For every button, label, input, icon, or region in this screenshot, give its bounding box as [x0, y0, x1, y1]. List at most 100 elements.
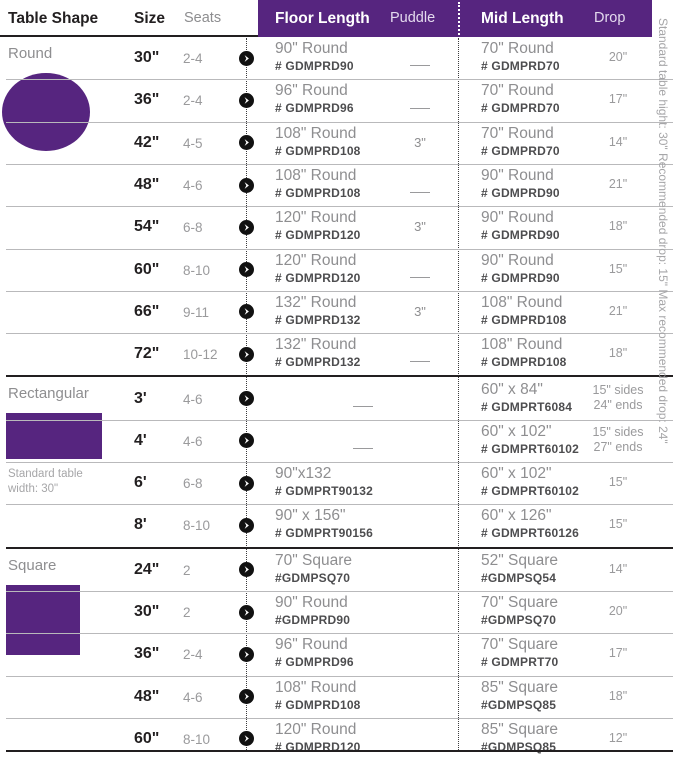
cell-seats: 8-10 — [183, 518, 211, 534]
cell-mid-length: 52" Square — [481, 551, 559, 569]
cell-seats: 8-10 — [183, 731, 211, 747]
dash-icon — [352, 448, 373, 450]
cell-drop: 15" — [608, 261, 628, 276]
column-header-size: Size — [134, 10, 166, 27]
play-circle-icon[interactable] — [239, 604, 254, 620]
cell-floor-sku: # GDMPRD96 — [275, 655, 354, 670]
cell-mid-length: 108" Round — [481, 336, 563, 354]
row-divider — [6, 163, 673, 165]
play-circle-icon[interactable] — [239, 391, 254, 407]
play-circle-icon[interactable] — [239, 50, 254, 66]
cell-mid-length: 85" Square — [481, 720, 559, 738]
play-circle-icon[interactable] — [239, 475, 254, 491]
row-divider — [6, 419, 673, 421]
cell-seats: 2-4 — [183, 93, 203, 109]
cell-floor-sku: #GDMPRD90 — [275, 613, 351, 628]
cell-floor-length: 120" Round — [275, 251, 357, 269]
cell-drop: 18" — [608, 688, 628, 703]
cell-floor-sku: # GDMPRD96 — [275, 101, 354, 116]
cell-size: 60" — [134, 260, 160, 278]
cell-drop: 15" — [608, 517, 628, 532]
cell-size: 30" — [134, 49, 160, 67]
cell-puddle — [390, 99, 450, 114]
cell-mid-length: 90" Round — [481, 167, 554, 185]
cell-mid-sku: # GDMPRD70 — [481, 59, 560, 74]
column-header-drop: Drop — [594, 10, 626, 26]
header-underline — [0, 35, 258, 37]
cell-mid-length: 90" Round — [481, 251, 554, 269]
cell-mid-sku: # GDMPRD90 — [481, 186, 560, 201]
cell-mid-sku: # GDMPRT60126 — [481, 526, 579, 541]
cell-mid-sku: #GDMPSQ54 — [481, 570, 557, 585]
shape-note: Standard table width: 30" — [8, 468, 83, 496]
cell-seats: 9-11 — [183, 304, 210, 320]
column-header-floor-length: Floor Length — [275, 10, 370, 27]
cell-drop: 21" — [608, 177, 628, 192]
cell-floor-sku: # GDMPRD108 — [275, 143, 361, 158]
cell-mid-length: 108" Round — [481, 293, 563, 311]
shape-label: Round — [8, 45, 53, 62]
cell-floor-length: 108" Round — [275, 124, 357, 142]
dash-icon — [352, 405, 373, 407]
row-divider — [6, 79, 673, 81]
table-bottom-border — [6, 750, 673, 752]
cell-seats: 4-6 — [183, 433, 203, 449]
cell-mid-sku: # GDMPRT60102 — [481, 484, 579, 499]
play-circle-icon[interactable] — [239, 219, 254, 235]
play-circle-icon[interactable] — [239, 262, 254, 278]
cell-size: 8' — [134, 516, 147, 534]
play-circle-icon[interactable] — [239, 731, 254, 747]
cell-seats: 6-8 — [183, 476, 203, 492]
play-circle-icon[interactable] — [239, 135, 254, 151]
cell-puddle — [390, 353, 450, 368]
cell-floor-length: 108" Round — [275, 167, 357, 185]
cell-floor-sku: #GDMPSQ70 — [275, 570, 351, 585]
play-circle-icon[interactable] — [239, 177, 254, 193]
play-circle-icon[interactable] — [239, 562, 254, 578]
row-divider — [6, 462, 673, 463]
cell-seats: 2 — [183, 562, 191, 578]
play-circle-icon[interactable] — [239, 92, 254, 108]
cell-size: 72" — [134, 345, 160, 363]
play-circle-icon[interactable] — [239, 646, 254, 662]
cell-floor-sku: # GDMPRD108 — [275, 186, 361, 201]
cell-size: 54" — [134, 218, 160, 236]
cell-mid-sku: # GDMPRT60102 — [481, 441, 579, 456]
cell-floor-length: 132" Round — [275, 336, 357, 354]
play-circle-icon[interactable] — [239, 689, 254, 705]
shape-swatch-square — [6, 584, 80, 655]
header-purple-band — [258, 0, 652, 37]
cell-mid-sku: #GDMPSQ85 — [481, 697, 557, 712]
column-header-puddle: Puddle — [390, 10, 436, 26]
cell-mid-length: 90" Round — [481, 209, 554, 227]
cell-floor-length: 108" Round — [275, 678, 357, 696]
cell-mid-sku: # GDMPRT70 — [481, 655, 559, 670]
cell-seats: 2-4 — [183, 51, 203, 67]
play-circle-icon[interactable] — [239, 346, 254, 362]
cell-floor-length: 90"x132 — [275, 465, 332, 483]
cell-floor-length: 96" Round — [275, 82, 348, 100]
cell-puddle: 3" — [414, 303, 426, 319]
cell-puddle — [390, 57, 450, 72]
cell-seats: 8-10 — [183, 262, 211, 278]
cell-size: 4' — [134, 431, 147, 449]
row-divider — [6, 504, 673, 506]
header-column-divider — [458, 2, 460, 35]
play-circle-icon[interactable] — [239, 433, 254, 449]
cell-drop: 17" — [608, 646, 628, 661]
cell-mid-sku: # GDMPRD90 — [481, 270, 560, 285]
cell-floor-length: 70" Square — [275, 551, 353, 569]
cell-floor-sku: # GDMPRD132 — [275, 355, 361, 370]
cell-floor-length: 96" Round — [275, 636, 348, 654]
cell-mid-length: 70" Square — [481, 594, 559, 612]
cell-size: 36" — [134, 91, 160, 109]
row-divider — [6, 206, 673, 208]
cell-drop: 14" — [608, 134, 628, 149]
cell-floor-length: 120" Round — [275, 209, 357, 227]
play-circle-icon[interactable] — [239, 304, 254, 320]
play-circle-icon[interactable] — [239, 517, 254, 533]
cell-puddle: 3" — [414, 219, 426, 235]
cell-puddle — [390, 184, 450, 199]
cell-seats: 4-6 — [183, 391, 203, 407]
